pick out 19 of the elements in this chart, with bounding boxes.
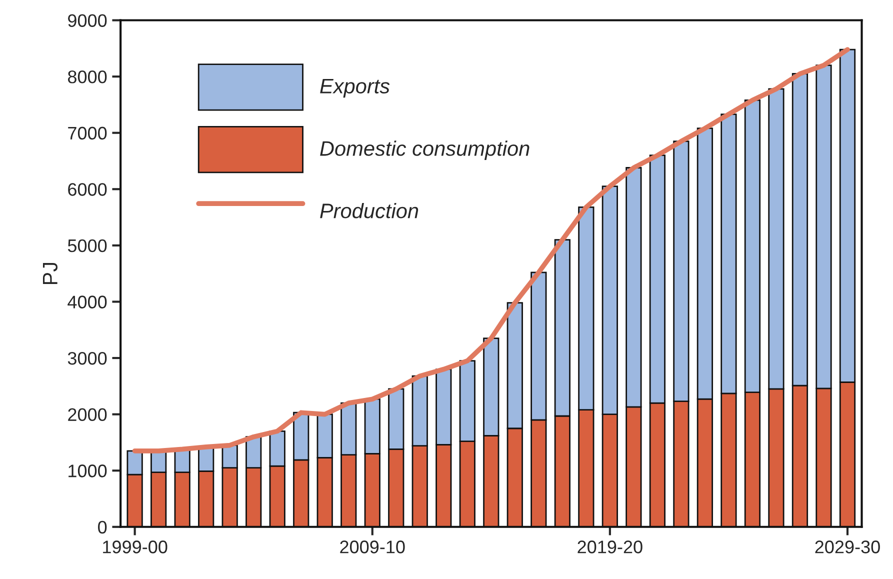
y-tick-label: 3000 xyxy=(68,352,107,365)
y-tick-label: 6000 xyxy=(68,183,107,196)
legend-label: Domestic consumption xyxy=(320,140,530,160)
line-series xyxy=(132,47,850,454)
x-tick-label: 2009-10 xyxy=(340,540,405,554)
y-tick-label: 4000 xyxy=(68,296,107,308)
x-tick-label: 2019-20 xyxy=(578,540,642,554)
x-tick-label: 2029-30 xyxy=(815,540,880,554)
y-tick-label: 0 xyxy=(98,520,107,534)
x-tick-label: 1999-00 xyxy=(103,540,168,554)
y-tick-label: 2000 xyxy=(68,408,107,422)
y-tick-label: 9000 xyxy=(68,14,107,27)
legend-label: Production xyxy=(320,203,418,218)
legend-label: Exports xyxy=(320,78,390,98)
y-tick-label: 7000 xyxy=(68,126,107,140)
y-axis-title: PJ xyxy=(42,262,58,284)
y-tick-label: 5000 xyxy=(68,239,107,252)
y-tick-label: 8000 xyxy=(68,70,107,84)
y-tick-label: 1000 xyxy=(68,464,107,478)
